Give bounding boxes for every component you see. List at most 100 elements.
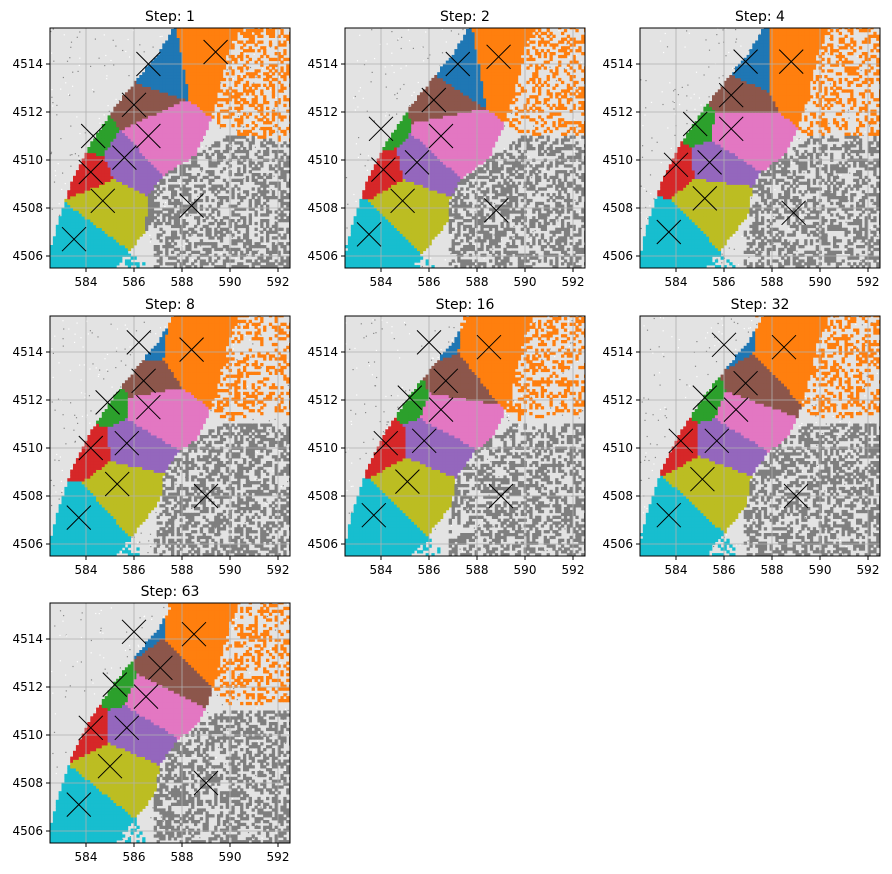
y-tick-label: 4508 bbox=[307, 201, 338, 215]
y-tick-label: 4512 bbox=[12, 105, 43, 119]
centroid-marker bbox=[131, 368, 156, 394]
x-tick-label: 588 bbox=[761, 563, 784, 577]
centroid-marker bbox=[193, 770, 219, 796]
centroid-marker bbox=[395, 469, 420, 494]
panel-step-2: 584 586 588 590 592 4506 4508 4510 4512 4514 Step:… bbox=[602, 9, 881, 289]
centroid-marker bbox=[121, 92, 147, 118]
x-tick-label: 584 bbox=[370, 563, 393, 577]
centroid-marker bbox=[112, 145, 137, 170]
centroid-marker bbox=[97, 753, 123, 779]
y-tick-label: 4508 bbox=[307, 489, 338, 503]
x-tick-label: 590 bbox=[514, 563, 537, 577]
axes-frame bbox=[49, 602, 291, 844]
y-tick-label: 4508 bbox=[602, 201, 633, 215]
centroid-marker bbox=[411, 428, 437, 454]
y-tick-label: 4514 bbox=[307, 57, 338, 71]
centroid-marker bbox=[668, 428, 694, 454]
y-tick-label: 4506 bbox=[12, 249, 43, 263]
x-tick-label: 588 bbox=[171, 563, 194, 577]
panel-title: Step: 2 bbox=[440, 9, 490, 25]
centroid-marker bbox=[433, 368, 459, 394]
centroid-marker bbox=[486, 44, 511, 70]
x-tick-label: 590 bbox=[219, 850, 242, 864]
x-tick-label: 584 bbox=[75, 563, 98, 577]
centroid-marker bbox=[148, 655, 173, 681]
axes-frame bbox=[49, 27, 291, 269]
x-tick-label: 590 bbox=[219, 563, 242, 577]
centroid-marker bbox=[445, 51, 471, 77]
y-tick-label: 4508 bbox=[12, 489, 43, 503]
x-tick-label: 586 bbox=[418, 275, 441, 289]
centroid-marker bbox=[114, 430, 140, 456]
y-tick-label: 4506 bbox=[307, 249, 338, 263]
x-tick-label: 586 bbox=[713, 563, 736, 577]
plot-area bbox=[640, 316, 880, 556]
x-tick-label: 584 bbox=[665, 563, 688, 577]
panel-title: Step: 1 bbox=[145, 9, 195, 25]
x-tick-label: 584 bbox=[370, 275, 393, 289]
centroid-marker bbox=[771, 334, 797, 360]
centroid-marker bbox=[66, 792, 92, 817]
y-tick-label: 4510 bbox=[307, 153, 338, 167]
centroid-marker bbox=[656, 502, 682, 528]
panel-title: Step: 16 bbox=[436, 297, 495, 313]
x-tick-label: 590 bbox=[809, 275, 832, 289]
y-tick-label: 4514 bbox=[12, 345, 43, 359]
x-tick-label: 592 bbox=[562, 563, 585, 577]
y-tick-label: 4510 bbox=[602, 441, 633, 455]
y-tick-label: 4508 bbox=[602, 489, 633, 503]
centroid-marker bbox=[783, 483, 809, 509]
panel-step-1: 584 586 588 590 592 4506 4508 4510 4512 4514 Step:… bbox=[307, 9, 586, 289]
y-tick-label: 4514 bbox=[602, 345, 633, 359]
centroid-marker bbox=[704, 428, 730, 454]
y-tick-label: 4510 bbox=[307, 441, 338, 455]
y-tick-label: 4512 bbox=[12, 393, 43, 407]
centroid-marker bbox=[692, 186, 718, 211]
centroid-marker bbox=[416, 330, 442, 355]
x-tick-label: 592 bbox=[857, 275, 880, 289]
centroid-marker bbox=[723, 397, 749, 422]
centroid-marker bbox=[90, 188, 116, 214]
centroid-marker bbox=[126, 330, 152, 355]
centroid-marker bbox=[711, 332, 737, 358]
x-tick-label: 588 bbox=[466, 563, 489, 577]
centroid-marker bbox=[733, 370, 758, 396]
centroid-marker bbox=[136, 51, 161, 77]
panel-step-4: 584 586 588 590 592 4506 4508 4510 4512 4514 Step:… bbox=[307, 297, 586, 577]
axes-frame bbox=[344, 27, 586, 269]
y-tick-label: 4512 bbox=[307, 393, 338, 407]
y-tick-label: 4510 bbox=[12, 728, 43, 742]
x-tick-label: 592 bbox=[562, 275, 585, 289]
y-tick-label: 4510 bbox=[12, 153, 43, 167]
centroid-marker bbox=[371, 157, 396, 182]
x-tick-label: 588 bbox=[171, 275, 194, 289]
x-tick-label: 588 bbox=[171, 850, 194, 864]
x-tick-label: 590 bbox=[809, 563, 832, 577]
panel-title: Step: 4 bbox=[735, 9, 785, 25]
x-tick-label: 592 bbox=[267, 275, 290, 289]
y-tick-label: 4506 bbox=[602, 249, 633, 263]
x-tick-label: 586 bbox=[713, 275, 736, 289]
axes-frame bbox=[344, 315, 586, 557]
y-tick-label: 4510 bbox=[602, 153, 633, 167]
plot-area bbox=[50, 316, 290, 556]
x-tick-label: 586 bbox=[123, 275, 146, 289]
centroid-marker bbox=[114, 715, 140, 741]
plot-area bbox=[50, 603, 290, 843]
x-tick-label: 592 bbox=[267, 563, 290, 577]
y-tick-label: 4512 bbox=[602, 105, 633, 119]
y-tick-label: 4506 bbox=[12, 537, 43, 551]
y-tick-label: 4512 bbox=[307, 105, 338, 119]
centroid-marker bbox=[682, 111, 708, 137]
centroid-marker bbox=[781, 200, 806, 226]
y-tick-label: 4514 bbox=[12, 57, 43, 71]
centroid-marker bbox=[193, 483, 219, 509]
plot-area bbox=[345, 28, 585, 268]
centroid-marker bbox=[663, 152, 689, 178]
x-tick-label: 590 bbox=[514, 275, 537, 289]
y-tick-label: 4510 bbox=[12, 441, 43, 455]
centroid-marker bbox=[778, 49, 804, 74]
y-tick-label: 4506 bbox=[307, 537, 338, 551]
panel-step-5: 584 586 588 590 592 4506 4508 4510 4512 4514 Step:… bbox=[602, 297, 881, 577]
